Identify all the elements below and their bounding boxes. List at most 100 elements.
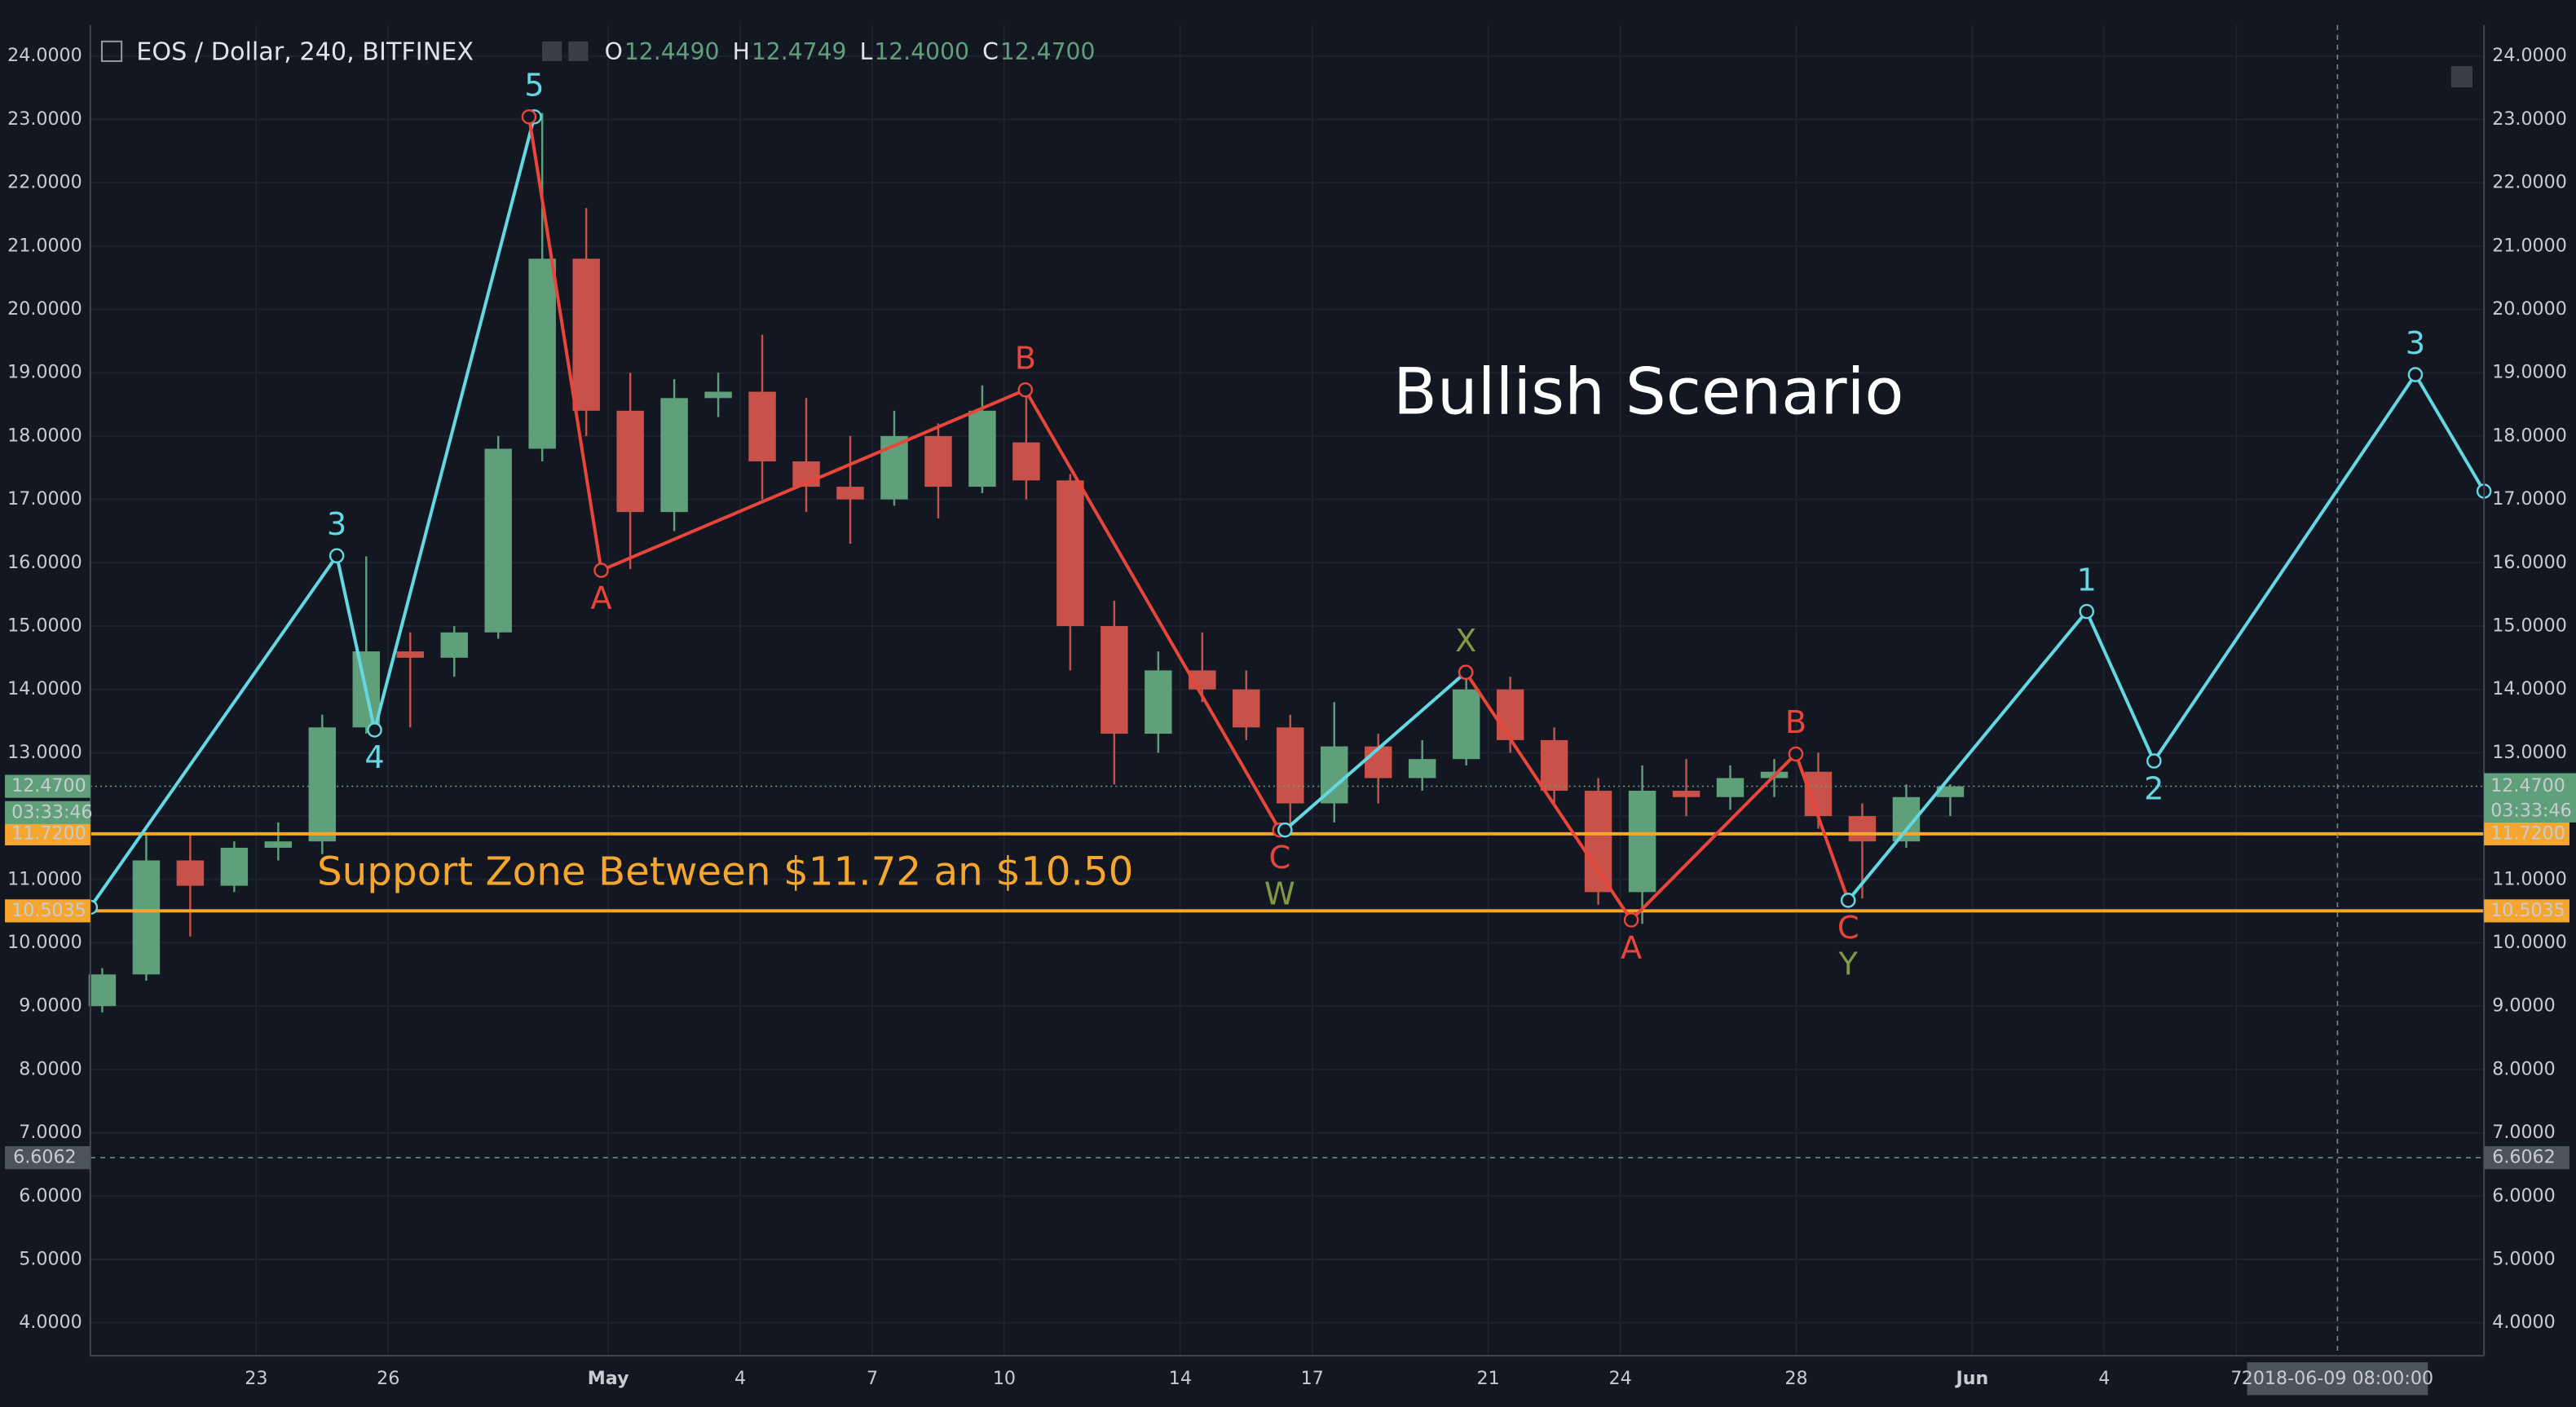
ohlc-key: H [733, 38, 750, 65]
y-tick-label: 15.0000 [2492, 615, 2567, 637]
level-label: 10.5035 [2490, 900, 2565, 921]
candle-body [264, 841, 293, 848]
countdown: 03:33:46 [11, 801, 93, 823]
candle-body [88, 974, 117, 1007]
x-tick-label: 21 [1477, 1368, 1500, 1389]
wave-point [1017, 382, 1034, 398]
ohlc-value: 12.4700 [1000, 38, 1096, 65]
candle-body [1364, 746, 1392, 778]
y-tick-label: 6.0000 [2492, 1185, 2556, 1206]
y-tick-label: 5.0000 [19, 1248, 82, 1269]
wave-point [1458, 664, 1474, 681]
candle-body [1672, 791, 1700, 797]
symbol[interactable]: EOS / Dollar, 240, BITFINEX [136, 37, 474, 66]
wave-point [2146, 753, 2162, 769]
ohlc-key: L [860, 38, 873, 65]
level-label: 11.7200 [11, 823, 86, 844]
candle-body [704, 391, 732, 399]
x-tick-label: 10 [993, 1368, 1016, 1389]
x-tick-label: 23 [245, 1368, 267, 1389]
icon[interactable] [568, 41, 589, 62]
candle-body [308, 727, 337, 842]
y-tick-label: 15.0000 [7, 615, 82, 637]
crosshair-label: 6.6062 [13, 1147, 77, 1168]
ohlc-key: C [982, 38, 999, 65]
icon[interactable] [542, 41, 562, 62]
candle-body [1584, 791, 1612, 893]
wave-label: B [1015, 340, 1036, 377]
y-tick-label: 20.0000 [2492, 298, 2567, 320]
y-tick-label: 6.0000 [19, 1185, 82, 1206]
x-tick-label: 24 [1608, 1368, 1631, 1389]
last-price-marker [5, 774, 90, 798]
y-tick-label: 16.0000 [7, 552, 82, 573]
wave-label: 3 [327, 506, 346, 543]
toolbar [100, 40, 2473, 88]
candle-body [1452, 689, 1480, 760]
candle-body [1936, 786, 1965, 797]
candle-body [528, 258, 556, 449]
y-tick-label: 8.0000 [2492, 1058, 2556, 1079]
candle-body [440, 632, 468, 658]
icon[interactable] [2450, 66, 2473, 88]
crosshair-label: 6.6062 [2492, 1147, 2556, 1168]
level-label: 11.7200 [2490, 823, 2565, 844]
y-tick-label: 7.0000 [19, 1122, 82, 1143]
countdown: 03:33:46 [2490, 800, 2572, 821]
candle-body [616, 410, 644, 513]
candle-body [660, 398, 688, 513]
wave-label: 1 [2077, 562, 2097, 598]
y-tick-label: 17.0000 [2492, 488, 2567, 509]
wave-label: C [1837, 910, 1859, 946]
level-marker [2484, 822, 2569, 845]
level-marker [5, 899, 90, 923]
y-tick-label: 21.0000 [7, 235, 82, 256]
y-tick-label: 19.0000 [2492, 362, 2567, 383]
y-tick-label: 5.0000 [2492, 1248, 2556, 1269]
y-tick-label: 10.0000 [7, 932, 82, 953]
annotation: Support Zone Between $11.72 an $10.50 [317, 849, 1133, 895]
candle-body [1277, 727, 1304, 804]
wave-point [1840, 893, 1856, 908]
y-tick-label: 16.0000 [2492, 552, 2567, 573]
wave-label: A [590, 580, 611, 616]
wave-label: 4 [364, 739, 384, 776]
y-tick-label: 23.0000 [7, 108, 82, 130]
x-tick-label: May [588, 1368, 629, 1389]
x-tick-label: 4 [2098, 1368, 2110, 1389]
candle-body [1540, 739, 1568, 792]
wave-label: Y [1837, 946, 1858, 983]
y-tick-label: 13.0000 [7, 742, 82, 763]
crosshair-marker [5, 1146, 90, 1170]
candle-body [1848, 816, 1877, 842]
y-tick-label: 4.0000 [2492, 1312, 2556, 1333]
y-tick-label: 24.0000 [2492, 45, 2567, 66]
last-price-label: 12.4700 [2490, 775, 2565, 796]
wave-label: C [1268, 840, 1290, 876]
wave-label: B [1785, 704, 1806, 741]
x-tick-label: 7 [867, 1368, 878, 1389]
y-tick-label: 10.0000 [2492, 932, 2567, 953]
candle-body [1145, 670, 1172, 734]
icon[interactable] [100, 40, 123, 63]
ohlc-value: 12.4490 [624, 38, 720, 65]
y-tick-label: 9.0000 [19, 995, 82, 1017]
last-price-marker [2484, 773, 2576, 823]
candle-body [220, 847, 249, 886]
y-tick-label: 22.0000 [2492, 172, 2567, 193]
y-tick-label: 21.0000 [2492, 235, 2567, 256]
candle-body [1101, 626, 1128, 734]
y-tick-label: 11.0000 [7, 868, 82, 889]
y-tick-label: 8.0000 [19, 1058, 82, 1079]
x-tick-label: 14 [1169, 1368, 1192, 1389]
x-tick-label: 28 [1784, 1368, 1807, 1389]
wave-line [1284, 671, 1467, 831]
candle-body [1716, 778, 1745, 797]
wave-label: X [1455, 623, 1476, 659]
candle-body [1012, 442, 1040, 481]
candle-body [1628, 791, 1656, 893]
candle-body [132, 860, 161, 975]
